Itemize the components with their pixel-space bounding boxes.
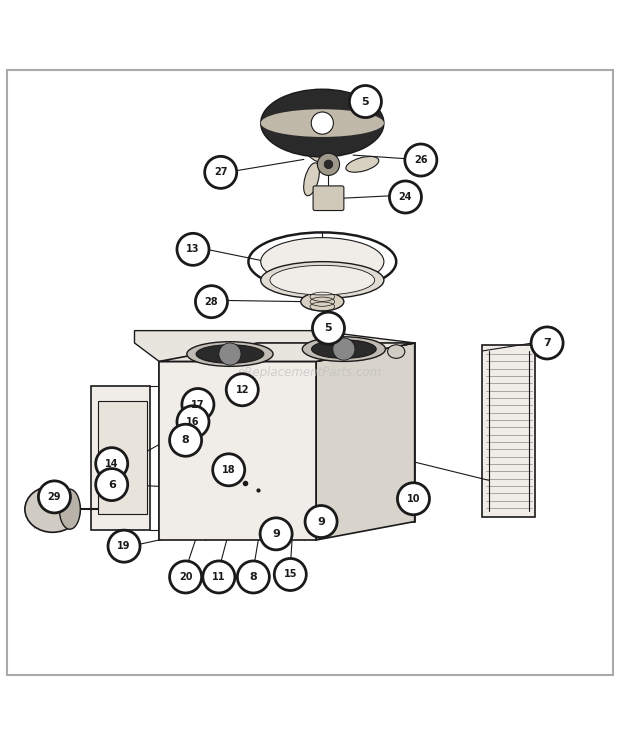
Text: 6: 6 — [108, 480, 116, 489]
Text: 19: 19 — [117, 541, 131, 551]
Text: 8: 8 — [249, 572, 257, 582]
Circle shape — [389, 181, 422, 213]
Circle shape — [311, 112, 334, 134]
Ellipse shape — [388, 345, 405, 358]
Circle shape — [95, 448, 128, 480]
Text: 18: 18 — [222, 465, 236, 475]
Circle shape — [312, 312, 345, 344]
Circle shape — [177, 406, 209, 438]
Polygon shape — [159, 343, 415, 361]
Text: 28: 28 — [205, 297, 218, 307]
Polygon shape — [159, 361, 316, 540]
Polygon shape — [135, 331, 415, 361]
Text: 12: 12 — [236, 384, 249, 395]
Ellipse shape — [187, 342, 273, 367]
Text: 24: 24 — [399, 192, 412, 202]
Ellipse shape — [261, 238, 384, 285]
Text: eReplacementParts.com: eReplacementParts.com — [238, 366, 382, 379]
Text: 5: 5 — [325, 323, 332, 333]
Circle shape — [177, 233, 209, 265]
Circle shape — [274, 559, 306, 591]
Circle shape — [317, 153, 340, 175]
Circle shape — [260, 518, 292, 550]
Circle shape — [219, 343, 241, 365]
Circle shape — [108, 530, 140, 562]
Ellipse shape — [25, 486, 81, 533]
Ellipse shape — [196, 345, 264, 364]
FancyBboxPatch shape — [313, 186, 344, 211]
Ellipse shape — [299, 136, 324, 162]
Ellipse shape — [261, 89, 384, 157]
Ellipse shape — [270, 265, 374, 295]
Text: 5: 5 — [361, 97, 370, 107]
Ellipse shape — [346, 156, 379, 172]
Text: 16: 16 — [186, 416, 200, 427]
Circle shape — [195, 285, 228, 317]
Circle shape — [170, 561, 202, 593]
Text: 17: 17 — [191, 399, 205, 410]
Circle shape — [205, 156, 237, 188]
Text: 9: 9 — [272, 529, 280, 539]
Polygon shape — [97, 402, 147, 514]
Text: 20: 20 — [179, 572, 192, 582]
Circle shape — [531, 327, 563, 359]
Polygon shape — [91, 386, 150, 530]
Text: 14: 14 — [105, 459, 118, 469]
Text: 15: 15 — [283, 569, 297, 580]
Circle shape — [405, 144, 437, 176]
Ellipse shape — [311, 340, 376, 358]
Circle shape — [38, 481, 71, 513]
Ellipse shape — [261, 261, 384, 299]
Circle shape — [333, 338, 355, 360]
Text: 10: 10 — [407, 494, 420, 504]
Circle shape — [237, 561, 269, 593]
Text: 26: 26 — [414, 155, 428, 165]
Ellipse shape — [301, 293, 344, 311]
Text: 8: 8 — [182, 435, 190, 446]
Circle shape — [324, 160, 333, 168]
Polygon shape — [159, 343, 415, 361]
Circle shape — [182, 388, 214, 420]
Circle shape — [305, 506, 337, 538]
Polygon shape — [258, 343, 415, 522]
Circle shape — [213, 454, 245, 486]
Circle shape — [203, 561, 235, 593]
Circle shape — [397, 483, 430, 515]
Text: 13: 13 — [186, 244, 200, 254]
Text: 7: 7 — [543, 338, 551, 348]
Polygon shape — [159, 343, 258, 540]
Polygon shape — [316, 343, 415, 540]
Ellipse shape — [303, 337, 386, 361]
Ellipse shape — [261, 110, 384, 137]
Text: 29: 29 — [48, 492, 61, 502]
Circle shape — [170, 424, 202, 456]
Ellipse shape — [60, 489, 81, 529]
Circle shape — [350, 86, 381, 118]
Polygon shape — [482, 345, 535, 517]
Text: 11: 11 — [212, 572, 226, 582]
Circle shape — [95, 469, 128, 501]
Text: 27: 27 — [214, 168, 228, 177]
Circle shape — [226, 374, 259, 406]
Ellipse shape — [304, 163, 319, 196]
Circle shape — [42, 492, 51, 502]
Text: 9: 9 — [317, 516, 325, 527]
